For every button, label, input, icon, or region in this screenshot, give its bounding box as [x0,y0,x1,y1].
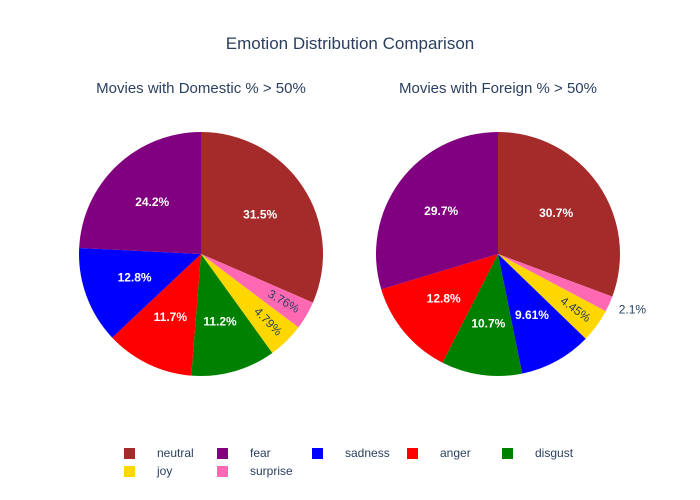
chart-title: Emotion Distribution Comparison [225,34,475,53]
legend-swatch-sadness [312,447,323,459]
legend-label-surprise: surprise [250,464,293,478]
slice-anger[interactable] [112,254,201,376]
legend-label-neutral: neutral [157,446,194,460]
slice-surprise[interactable] [498,254,613,312]
legend-label-fear: fear [250,446,271,460]
slice-fear[interactable] [376,132,498,290]
slice-label-disgust: 11.2% [203,314,237,328]
slice-label-anger: 11.7% [154,310,188,324]
legend-label-disgust: disgust [535,446,574,460]
slice-neutral[interactable] [201,132,323,303]
legend-label-anger: anger [440,446,471,460]
slice-label-anger: 12.8% [427,292,461,306]
legend-swatch-neutral [124,447,135,459]
slice-label-sadness: 9.61% [515,308,549,322]
pie-foreign: 30.7%2.1%4.45%9.61%10.7%12.8%29.7% [376,132,646,376]
legend-swatch-disgust [502,447,513,459]
legend-swatch-surprise [217,465,228,477]
slice-label-neutral: 30.7% [539,206,573,220]
slice-label-neutral: 31.5% [243,207,277,221]
legend-swatch-joy [124,465,135,477]
pie-title-domestic: Movies with Domestic % > 50% [96,80,306,97]
legend-item-anger[interactable]: anger [407,446,471,460]
slice-sadness[interactable] [498,254,586,374]
legend-item-disgust[interactable]: disgust [502,446,573,460]
slice-disgust[interactable] [442,254,523,376]
slice-neutral[interactable] [498,132,620,297]
legend-item-surprise[interactable]: surprise [217,464,293,478]
legend-label-joy: joy [157,464,173,478]
legend-item-fear[interactable]: fear [217,446,271,460]
slice-label-fear: 24.2% [135,195,169,209]
slice-anger[interactable] [381,254,498,363]
slice-label-fear: 29.7% [424,204,458,218]
pie-title-foreign: Movies with Foreign % > 50% [398,80,597,97]
slice-label-disgust: 10.7% [471,316,505,330]
slice-label-sadness: 12.8% [118,271,152,285]
slice-label-surprise: 2.1% [619,302,647,316]
legend-item-sadness[interactable]: sadness [312,446,390,460]
pie-domestic: 31.5%3.76%4.79%11.2%11.7%12.8%24.2% [79,132,323,376]
legend-swatch-anger [407,447,418,459]
slice-surprise[interactable] [201,254,313,328]
slice-disgust[interactable] [191,254,273,376]
legend-item-neutral[interactable]: neutral [124,446,194,460]
slice-sadness[interactable] [79,247,201,338]
slice-joy[interactable] [498,254,606,339]
legend-label-sadness: sadness [345,446,390,460]
slice-joy[interactable] [201,254,299,354]
legend-item-joy[interactable]: joy [124,464,172,478]
legend-swatch-fear [217,447,228,459]
slice-fear[interactable] [79,132,201,254]
